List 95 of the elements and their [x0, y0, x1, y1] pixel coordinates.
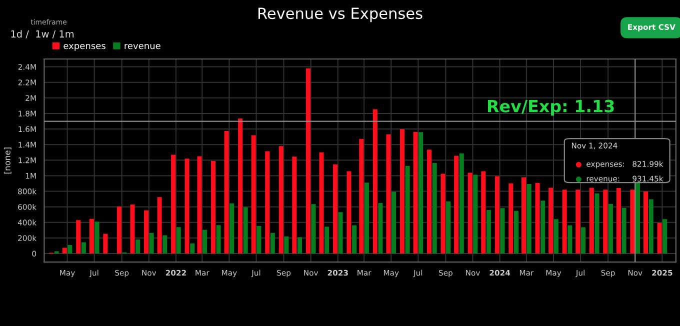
bar: [297, 237, 302, 254]
bar: [230, 203, 234, 254]
bar: [405, 166, 410, 254]
bar: [54, 251, 59, 254]
bar: [576, 190, 580, 254]
bar: [311, 204, 316, 254]
bar: [589, 188, 594, 254]
bar: [292, 156, 297, 254]
bar: [500, 208, 505, 254]
bar: [364, 182, 369, 254]
bar: [657, 222, 662, 254]
bar: [284, 236, 289, 254]
bar: [594, 193, 600, 254]
bar: [359, 138, 364, 254]
bar: [103, 234, 108, 254]
bar: [352, 225, 357, 254]
bar: [157, 197, 162, 254]
bar: [306, 68, 310, 254]
bar: [554, 219, 558, 254]
bar: [190, 243, 195, 254]
bar: [662, 219, 668, 254]
bar: [144, 210, 148, 254]
bar: [224, 130, 229, 254]
bar: [202, 230, 208, 254]
bar: [162, 235, 168, 254]
bar: [580, 227, 586, 254]
bar: [440, 174, 446, 254]
bar: [459, 153, 464, 254]
bar: [278, 146, 284, 254]
bar: [400, 129, 404, 254]
bar: [432, 162, 437, 254]
bar: [418, 132, 424, 254]
bar: [568, 225, 572, 254]
bar: [176, 227, 181, 254]
bar: [62, 248, 67, 254]
bar: [535, 182, 540, 254]
bar: [386, 134, 391, 254]
bar: [346, 171, 352, 254]
chart-title: Revenue vs Expenses: [258, 8, 422, 22]
bar: [68, 244, 72, 254]
bar: [81, 242, 86, 254]
bar: [238, 118, 243, 254]
bar: [494, 176, 500, 254]
bar: [548, 188, 554, 254]
bar: [622, 208, 626, 254]
bar: [171, 154, 176, 254]
bar: [136, 240, 140, 254]
bar: [514, 210, 518, 254]
legend-label: revenue: [124, 44, 160, 50]
bar: [256, 226, 262, 254]
bar: [473, 174, 478, 254]
bar: [94, 222, 100, 254]
bar: [149, 232, 154, 254]
bar: [319, 152, 324, 254]
bar: [251, 135, 256, 254]
bar: [265, 151, 270, 254]
bar: [427, 150, 432, 254]
bar: [413, 132, 418, 254]
bar: [468, 172, 472, 254]
bar: [486, 210, 491, 254]
bar: [392, 192, 396, 254]
bar: [338, 212, 343, 254]
bar: [562, 190, 567, 254]
bar: [616, 188, 621, 254]
bar: [454, 156, 459, 254]
bar: [521, 177, 526, 254]
bar: [216, 225, 221, 254]
bar: [243, 207, 248, 254]
bar: [324, 226, 330, 254]
bar: [603, 190, 608, 254]
bar: [608, 204, 613, 254]
bar: [89, 218, 94, 254]
bar: [508, 183, 514, 254]
legend-label: expenses: [64, 44, 106, 51]
bar: [197, 156, 202, 254]
bar: [210, 160, 216, 254]
annotation: Rev/Exp: 1.13: [488, 100, 614, 116]
y-axis-title: [none]: [4, 148, 12, 174]
bar: [648, 199, 654, 254]
bar: [446, 201, 451, 254]
bar: [116, 206, 122, 254]
bar: [184, 158, 190, 254]
bar: [332, 164, 338, 254]
bar: [630, 190, 635, 254]
bar: [643, 191, 648, 254]
text: 1d / 1w / 1m: [11, 30, 74, 38]
bar: [636, 181, 640, 254]
bar: [540, 200, 546, 254]
bar: [270, 232, 275, 254]
bar: [130, 204, 135, 254]
bar: [526, 184, 532, 254]
bar: [76, 220, 81, 254]
bar: [378, 203, 383, 254]
bar: [481, 171, 486, 254]
bar: [372, 109, 378, 254]
